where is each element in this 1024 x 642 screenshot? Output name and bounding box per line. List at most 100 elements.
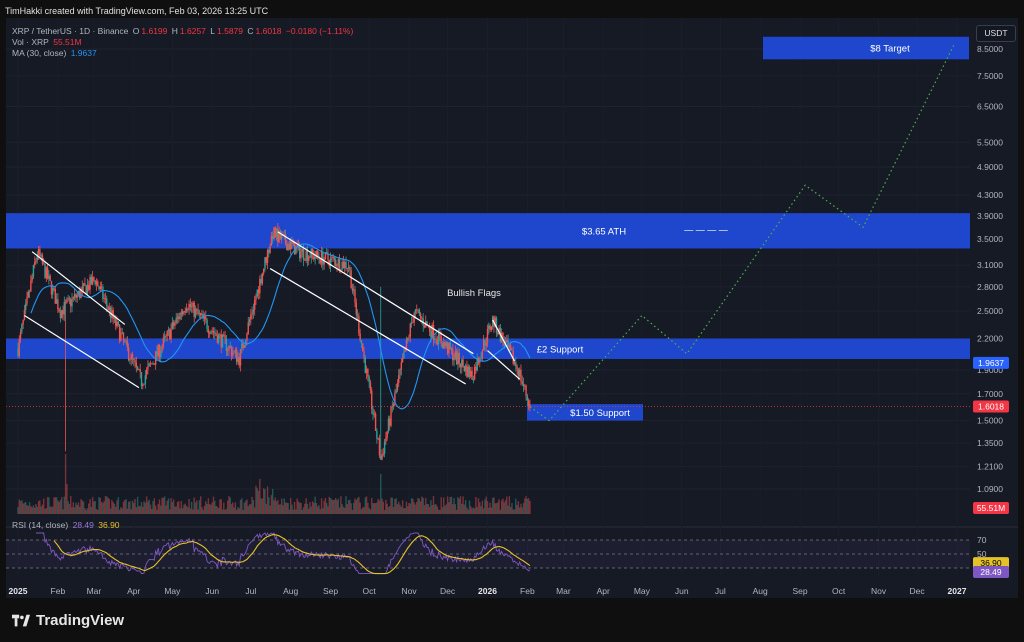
candle-body (84, 283, 86, 286)
tradingview-logo[interactable]: TradingView (12, 612, 124, 629)
candle-body (264, 257, 266, 269)
volume-bar (35, 504, 37, 514)
candle-body (291, 241, 293, 244)
candle-body (58, 309, 60, 312)
volume-bar (301, 509, 303, 514)
price-axis-tick: 1.3500 (977, 438, 1003, 448)
zone-rect (6, 213, 970, 249)
candle-body (440, 336, 442, 344)
zone-rect (527, 404, 643, 421)
price-axis-tick: 3.5000 (977, 234, 1003, 244)
volume-bar (63, 496, 66, 514)
volume-bar (91, 497, 94, 514)
candle-body (265, 257, 267, 263)
volume-bar (304, 503, 306, 514)
candle-body (23, 309, 26, 320)
volume-bar (241, 498, 243, 514)
candle-body (103, 298, 105, 300)
volume-bar (502, 498, 504, 514)
zone-label: £2 Support (537, 344, 584, 355)
candle-body (320, 251, 323, 264)
candle-body (270, 236, 273, 246)
candle-body (133, 358, 135, 360)
price-axis-tick: 7.5000 (977, 71, 1003, 81)
candle-body (75, 294, 77, 298)
candle-body (166, 331, 168, 336)
author-caption: TimHakki created with TradingView.com, F… (5, 6, 269, 16)
candle-body (189, 303, 192, 307)
symbol-title[interactable]: XRP / TetherUS · 1D · Binance (12, 26, 129, 36)
volume-bar (28, 502, 31, 514)
flag-channel-line (31, 251, 126, 325)
candle-body (354, 289, 356, 303)
volume-bar (21, 500, 23, 514)
volume-bar (98, 497, 100, 514)
candle-body (149, 363, 152, 365)
candle-body (184, 311, 186, 313)
volume-bar (391, 497, 394, 514)
volume-bar (261, 498, 264, 514)
volume-bar (256, 488, 258, 514)
candle-body (486, 328, 489, 343)
volume-bar (416, 501, 418, 514)
time-axis-label: Dec (910, 586, 926, 596)
candle-body (95, 281, 98, 285)
candle-body (127, 347, 130, 361)
candle-body (518, 369, 521, 377)
candle-body (215, 333, 217, 336)
candle-body (444, 342, 446, 347)
volume-bar (221, 509, 224, 514)
candle-body (188, 303, 190, 310)
rsi-legend[interactable]: RSI (14, close) 28.49 36.90 (12, 520, 120, 530)
candle-body (72, 297, 75, 299)
volume-bar (284, 502, 287, 514)
volume-bar (358, 496, 360, 514)
volume-bar (225, 508, 228, 514)
candle-body (432, 324, 435, 340)
volume-bar (457, 497, 459, 514)
volume-bar (46, 497, 49, 514)
candle-body (90, 276, 93, 285)
candle-body (162, 337, 165, 347)
projection-path (529, 43, 955, 422)
volume-bar (184, 503, 186, 514)
volume-bar (313, 502, 315, 514)
volume-bar (432, 496, 435, 514)
candle-body (347, 267, 350, 269)
volume-bar (315, 502, 318, 514)
volume-bar (37, 501, 40, 514)
currency-button[interactable]: USDT (976, 25, 1016, 42)
volume-bar (188, 499, 190, 514)
time-axis-label: 2026 (478, 586, 497, 596)
volume-bar (166, 500, 168, 514)
volume-bar (436, 506, 439, 514)
volume-bar (197, 509, 199, 514)
volume-bar (255, 485, 257, 514)
candle-body (418, 309, 421, 314)
candle-body (516, 366, 518, 370)
volume-bar (228, 496, 230, 514)
ma-legend[interactable]: MA (30, close) 1.9637 (12, 48, 97, 58)
candle-body (89, 276, 91, 290)
candle-body (165, 335, 167, 337)
candle-body (126, 340, 129, 348)
candle-body (275, 228, 278, 238)
candle-body (394, 393, 396, 404)
volume-bar (68, 504, 71, 514)
volume-legend[interactable]: Vol · XRP 55.51M (12, 37, 82, 47)
volume-bar (157, 504, 159, 514)
volume-bar (94, 500, 96, 514)
candle-body (437, 332, 440, 345)
volume-bar (167, 498, 170, 514)
candle-body (395, 390, 397, 394)
volume-bar (220, 499, 222, 514)
volume-bar (479, 502, 481, 514)
candle-body (485, 342, 487, 346)
candle-body (243, 345, 246, 348)
candle-body (337, 258, 339, 267)
volume-bar (287, 503, 289, 514)
candle-body (313, 253, 315, 260)
volume-bar (310, 506, 312, 514)
price-axis-tick: 8.5000 (977, 44, 1003, 54)
